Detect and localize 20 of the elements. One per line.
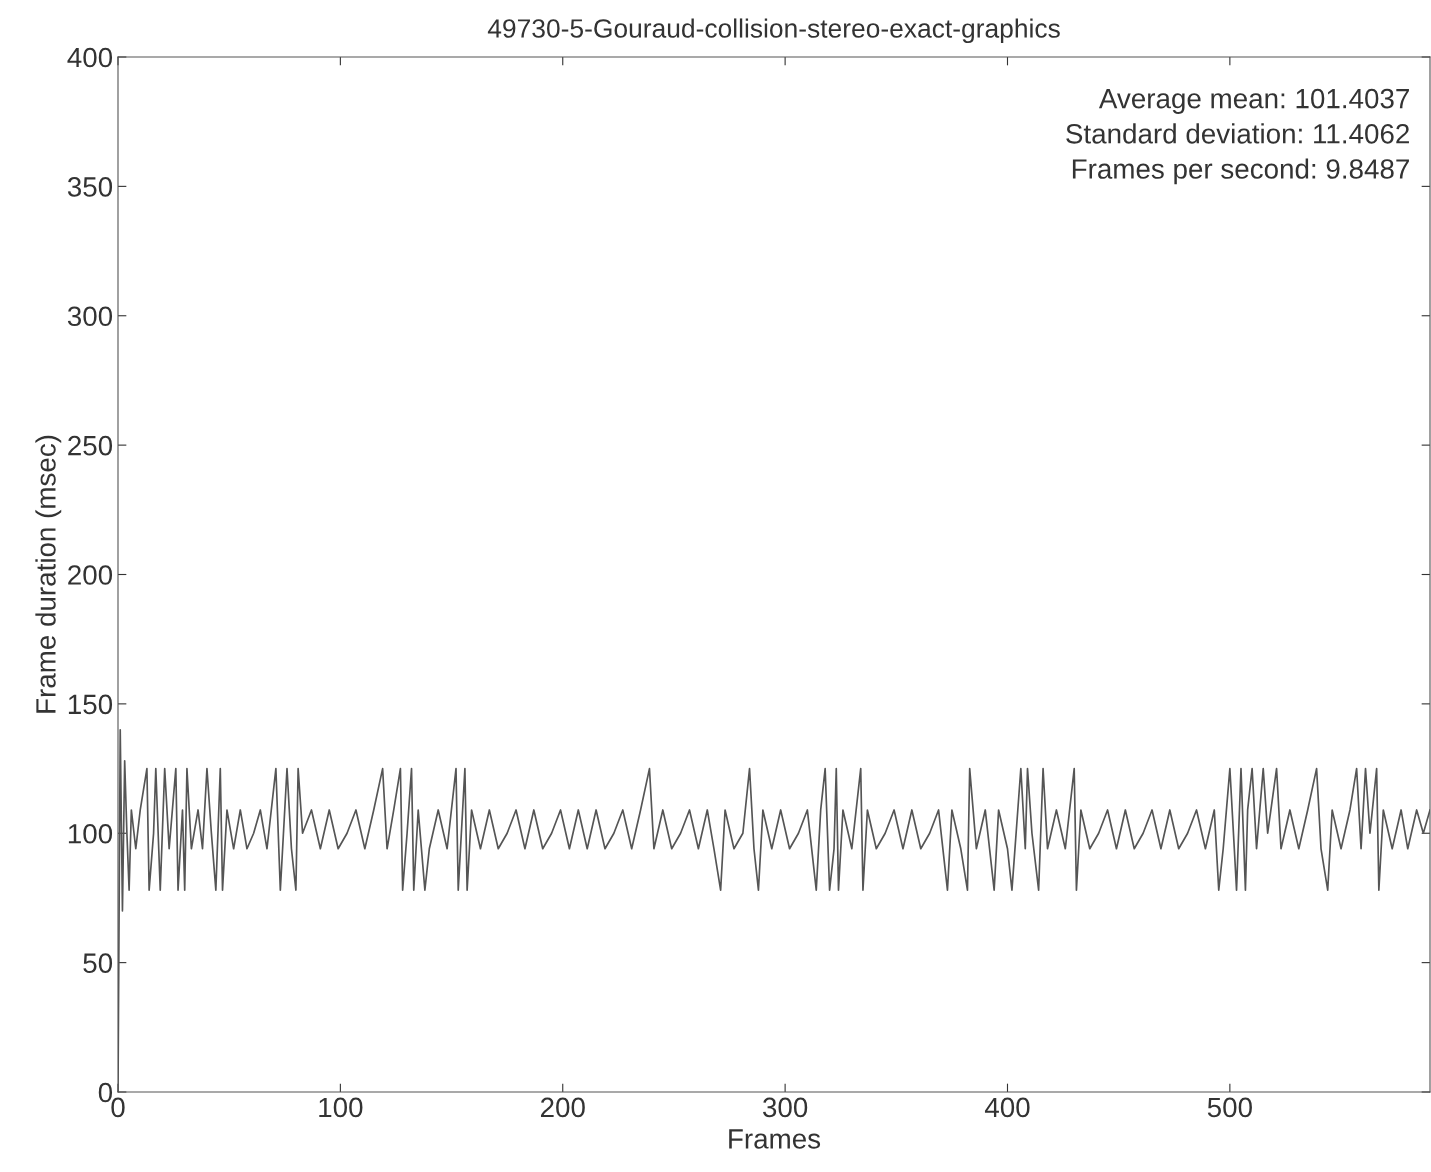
chart-title: 49730-5-Gouraud-collision-stereo-exact-graphics	[487, 18, 1060, 44]
annotation: Average mean: 101.4037	[1098, 88, 1409, 114]
y-tick-label: 400	[67, 47, 113, 68]
y-axis-title: Frame duration (msec)	[35, 435, 62, 713]
x-tick-label: 300	[763, 1097, 808, 1118]
annotation: Frames per second: 9.8487	[1072, 158, 1409, 185]
x-tick-label: 400	[984, 1097, 1030, 1118]
y-tick-label: 0	[98, 1082, 113, 1103]
annotation: Standard deviation: 11.4062	[1066, 123, 1409, 144]
x-tick-label: 200	[540, 1097, 585, 1118]
x-axis-title: Frames	[729, 1129, 821, 1149]
y-tick-label: 250	[68, 435, 113, 456]
x-tick-label: 500	[1207, 1097, 1252, 1118]
y-tick-label: 150	[68, 694, 113, 715]
x-tick-label: 100	[319, 1097, 363, 1118]
y-tick-label: 350	[67, 177, 113, 197]
y-tick-label: 100	[68, 823, 113, 844]
y-tick-label: 50	[83, 953, 113, 973]
y-tick-label: 300	[67, 306, 113, 327]
y-tick-label: 200	[68, 565, 113, 585]
